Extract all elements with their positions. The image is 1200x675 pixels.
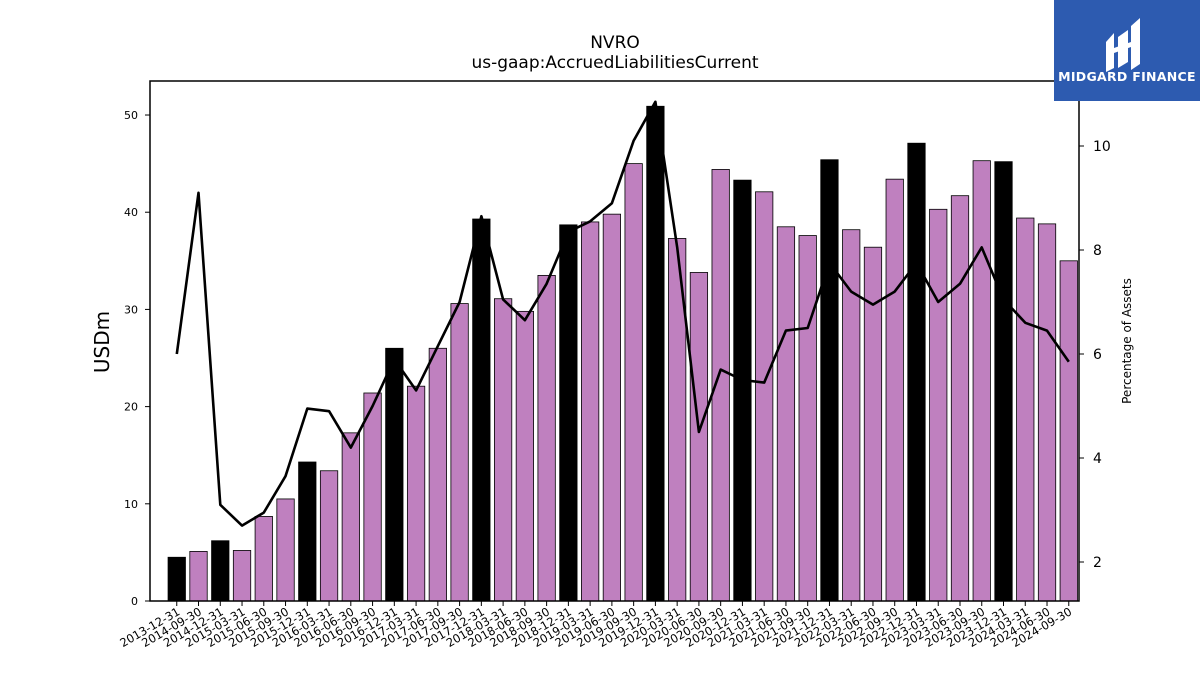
bar <box>798 235 817 602</box>
bar <box>472 218 491 602</box>
bar <box>341 432 360 602</box>
y-tick-label: 20 <box>124 401 138 414</box>
bar <box>646 105 665 602</box>
brand-mark-icon <box>1106 18 1140 72</box>
bar <box>950 195 970 602</box>
bar <box>907 142 926 602</box>
bar <box>929 208 948 602</box>
plot-frame <box>149 80 1080 602</box>
y-axis-right-label: Percentage of Assets <box>1120 278 1134 404</box>
bar <box>755 191 774 602</box>
bar <box>885 178 904 602</box>
bar <box>689 272 709 602</box>
bar <box>232 550 252 602</box>
bar <box>972 160 991 602</box>
bar <box>602 213 621 602</box>
bar <box>515 310 534 602</box>
y-right-tick-label: 4 <box>1093 451 1102 467</box>
bar <box>624 163 643 602</box>
bar <box>428 347 447 602</box>
bar <box>776 226 796 602</box>
bar <box>581 221 600 602</box>
y-ticks-group: 0 10 20 30 40 50 <box>124 109 150 608</box>
bar <box>559 224 578 602</box>
bar <box>363 392 382 602</box>
x-ticks-group: 2013-12-312014-09-302014-12-312015-03-31… <box>117 601 1074 650</box>
bar <box>1059 260 1078 602</box>
y-right-tick-label: 6 <box>1093 347 1102 363</box>
bar <box>189 551 208 602</box>
percentage-line <box>175 100 1070 527</box>
bar <box>211 540 230 602</box>
bars-group <box>167 105 1078 602</box>
brand-logo: MIDGARD FINANCE <box>1054 0 1200 101</box>
bar <box>1037 223 1057 602</box>
y-right-tick-label: 8 <box>1093 243 1102 259</box>
y-axis-label: USDm <box>90 311 114 373</box>
chart-subtitle: us-gaap:AccruedLiabilitiesCurrent <box>471 53 758 73</box>
bar <box>733 179 752 602</box>
y-right-tick-label: 2 <box>1093 555 1102 571</box>
bar <box>494 298 513 602</box>
bar <box>298 461 317 602</box>
bar <box>820 159 839 602</box>
bar <box>537 274 556 602</box>
bar <box>385 347 404 602</box>
y-tick-label: 0 <box>131 595 138 608</box>
y-tick-label: 50 <box>124 109 138 122</box>
bar <box>994 161 1013 602</box>
bar <box>406 385 426 602</box>
bar <box>167 556 186 602</box>
bar <box>276 498 295 602</box>
chart-title: NVRO <box>590 33 640 53</box>
y-tick-label: 40 <box>124 206 138 219</box>
y-ticks-right-group: 2 4 6 8 10 <box>1079 139 1111 571</box>
y-tick-label: 30 <box>124 303 138 316</box>
bar <box>254 516 273 602</box>
y-right-tick-label: 10 <box>1093 139 1111 155</box>
brand-name: MIDGARD FINANCE <box>1058 69 1196 84</box>
bar <box>319 470 339 602</box>
bar <box>450 303 469 602</box>
y-tick-label: 10 <box>124 498 138 511</box>
bar <box>1016 217 1035 602</box>
